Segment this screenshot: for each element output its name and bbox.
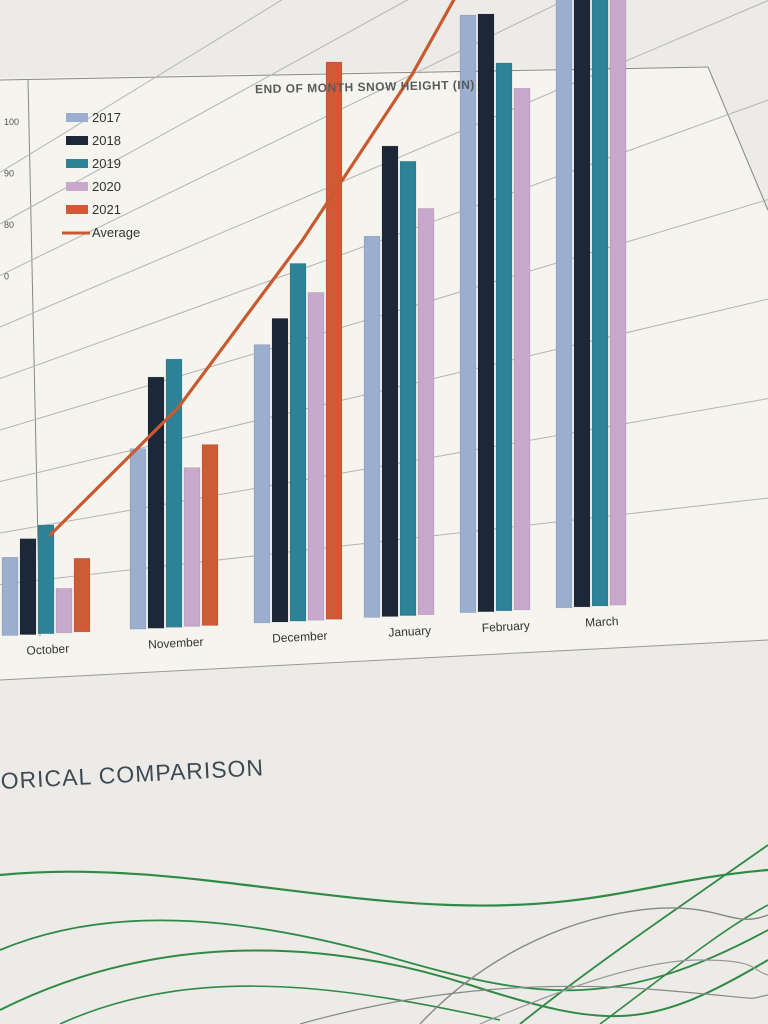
bar-2018-february [477,13,495,612]
legend-label: Average [92,225,140,240]
y-tick-label: 100 [4,117,19,127]
bar-2020-december [307,292,325,621]
legend-swatch [66,159,88,168]
category-label: December [272,629,328,646]
background-wave [479,959,768,1024]
category-label: November [148,635,204,652]
legend-swatch [66,205,88,214]
bar-2020-november [183,467,201,627]
y-axis-ticks: 100 90 80 0 [4,117,19,282]
bar-2017-february [459,14,477,613]
bar-2017-january [363,235,381,618]
gridline [0,0,283,173]
bar-2018-december [271,318,289,623]
bar-2020-february [513,88,531,611]
background-wave [299,985,768,1024]
bar-2019-january [399,161,417,616]
category-labels: October November December January February Ma… [26,614,619,658]
bar-2018-november [147,376,165,629]
bar-2018-october [19,538,37,635]
bar-2017-november [129,448,147,630]
category-label: March [585,614,619,630]
bar-2017-october [1,557,19,636]
bar-2021-october [73,557,91,633]
bar-2017-march [555,0,573,609]
bar-2019-february [495,62,513,612]
chart-frame-bottom [0,639,768,681]
background-wave [0,868,768,907]
legend-swatch [66,182,88,191]
gridline [0,0,409,225]
legend-label: 2017 [92,110,121,125]
bar-2020-march [609,0,627,606]
background-wave [0,919,768,992]
legend-label: 2021 [92,202,121,217]
y-tick-label: 80 [4,220,14,230]
category-label: January [388,623,431,639]
legend-label: 2019 [92,156,121,171]
chart-frame-right [707,66,768,211]
y-tick-label: 90 [4,169,14,179]
background-wave [0,949,768,1018]
background-wave [419,907,768,1024]
average-line-group [48,0,456,537]
bar-2019-october [37,524,55,635]
bar-2019-december [289,263,307,622]
bar-2018-january [381,145,399,617]
bars [1,0,627,636]
background-wave [59,985,501,1024]
bar-2021-december [325,61,343,620]
average-line [48,0,456,537]
bar-2019-march [591,0,609,607]
legend-swatch [66,136,88,145]
chart-title: END OF MONTH SNOW HEIGHT (IN) [255,78,475,97]
legend-label: 2020 [92,179,121,194]
background-wave [599,904,768,1024]
bar-2021-november [201,444,219,626]
bar-2017-december [253,344,271,624]
legend-label: 2018 [92,133,121,148]
y-tick-label: 0 [4,272,9,282]
category-label: February [481,618,530,634]
category-label: October [26,641,69,657]
background-waves [0,844,768,1024]
legend-swatch [66,113,88,122]
background-wave [519,844,768,1024]
legend: 2017 2018 2019 2020 2021 Average [62,110,140,240]
gridline [0,0,567,276]
bar-2019-november [165,358,183,628]
bar-2018-march [573,0,591,608]
bar-2020-january [417,208,435,615]
bar-2020-october [55,588,73,634]
